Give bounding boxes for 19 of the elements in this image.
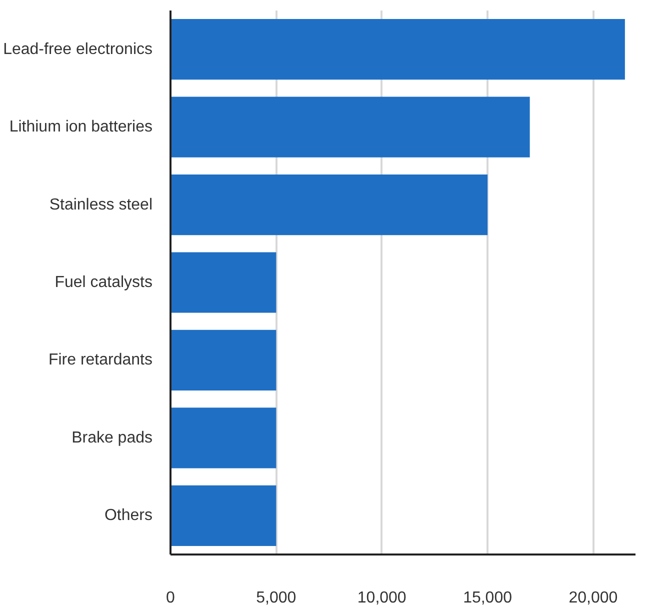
bar [170, 252, 276, 313]
bar [170, 174, 488, 236]
bar [170, 408, 276, 468]
bar [170, 19, 625, 80]
y-tick-label: Brake pads [72, 429, 152, 446]
y-tick-label: Fuel catalysts [54, 274, 152, 291]
y-tick-label: Lead-free electronics [3, 40, 153, 58]
bar [170, 330, 276, 391]
bar [170, 96, 530, 158]
x-tick-label: 15,000 [463, 590, 512, 605]
y-tick-label: Others [104, 507, 152, 524]
x-tick-label: 5,000 [256, 590, 296, 605]
y-tick-label: Fire retardants [48, 352, 153, 369]
x-tick-label: 0 [166, 590, 176, 605]
y-tick-label: Stainless steel [49, 196, 153, 214]
x-tick-label: 20,000 [568, 590, 618, 605]
bar [170, 485, 276, 546]
y-tick-label: Lithium ion batteries [9, 118, 152, 136]
x-tick-label: 10,000 [357, 590, 406, 605]
